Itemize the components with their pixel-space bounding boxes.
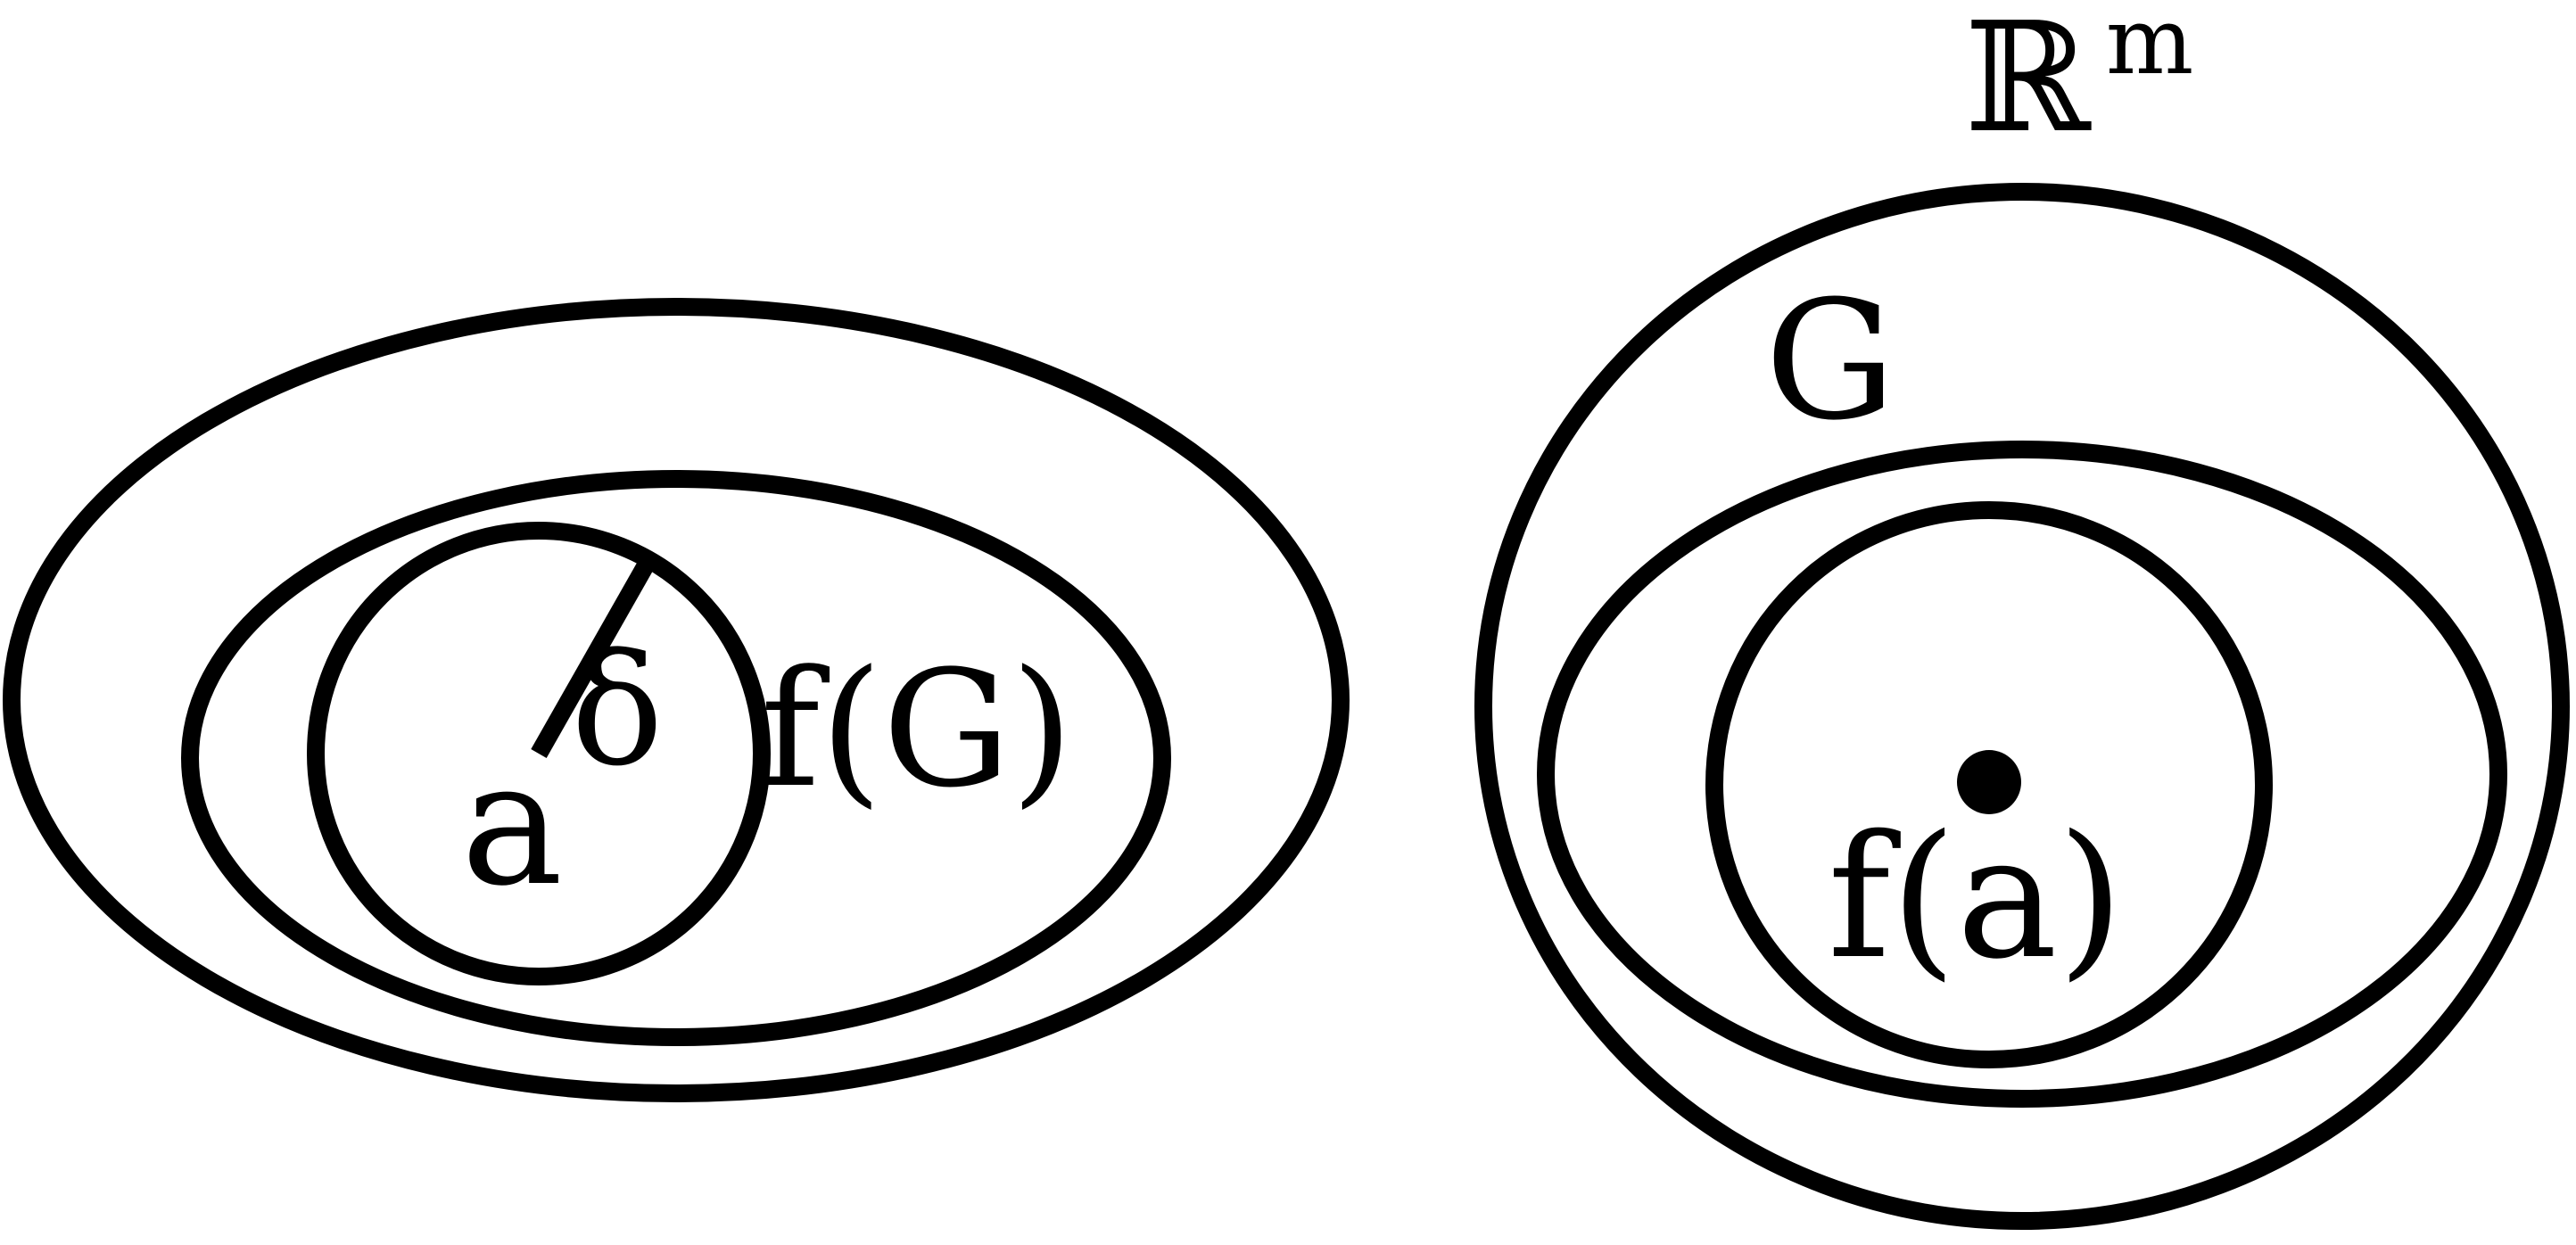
point-label-f-of-a: f(a) bbox=[1828, 799, 2124, 996]
point-label-a: a bbox=[461, 725, 563, 924]
right-neighborhood-circle bbox=[1705, 501, 2273, 1068]
right-panel: f(a) G ℝ m bbox=[1474, 0, 2570, 1230]
space-label-real-numbers: ℝ bbox=[1964, 0, 2092, 167]
space-superscript-m: m bbox=[2106, 0, 2194, 95]
set-label-g: G bbox=[1765, 266, 1896, 457]
left-neighborhood-circle bbox=[307, 522, 771, 985]
left-panel: δ a f(G) bbox=[3, 298, 1350, 1102]
set-label-f-of-g: f(G) bbox=[761, 637, 1074, 823]
right-inner-ellipse bbox=[1537, 441, 2507, 1108]
left-outer-ellipse bbox=[3, 298, 1350, 1102]
radius-delta-line bbox=[531, 559, 655, 758]
right-outer-ellipse bbox=[1474, 183, 2570, 1230]
left-inner-ellipse-f-of-g bbox=[181, 470, 1171, 1046]
radius-label-delta: δ bbox=[571, 621, 664, 800]
point-dot-f-of-a bbox=[1957, 750, 2021, 814]
